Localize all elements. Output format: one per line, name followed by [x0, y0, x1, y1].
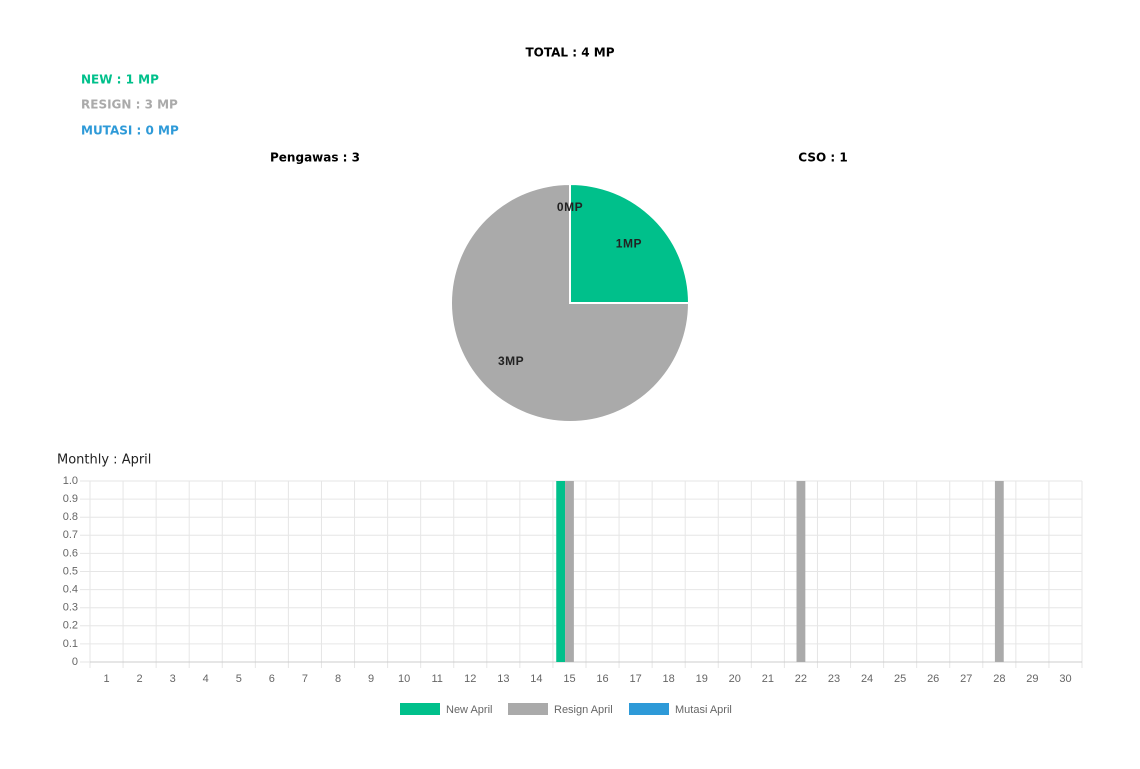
y-tick-label: 0.6 [63, 547, 78, 559]
group-label: Pengawas : 3 [270, 151, 360, 165]
slice-label: 1MP [616, 236, 642, 250]
x-tick-label: 28 [993, 673, 1005, 685]
mutasi-label: MUTASI : 0 MP [81, 124, 179, 138]
x-tick-label: 29 [1026, 673, 1038, 685]
y-tick-label: 0.2 [63, 620, 78, 632]
y-tick-label: 0.5 [63, 565, 78, 577]
legend-label: Mutasi April [675, 704, 732, 716]
slice-label: 0MP [557, 200, 583, 214]
x-tick-label: 27 [960, 673, 972, 685]
x-tick-label: 2 [137, 673, 143, 685]
x-tick-label: 22 [795, 673, 807, 685]
total-label: TOTAL : 4 MP [526, 46, 615, 60]
y-tick-label: 0.1 [63, 638, 78, 650]
y-tick-label: 0.8 [63, 511, 78, 523]
y-tick-label: 0.7 [63, 529, 78, 541]
x-tick-label: 20 [729, 673, 741, 685]
pie-slice [450, 182, 691, 423]
slice-label: 3MP [498, 354, 524, 368]
y-tick-label: 0.4 [63, 584, 78, 596]
x-tick-label: 23 [828, 673, 840, 685]
x-tick-label: 6 [269, 673, 275, 685]
x-tick-label: 15 [563, 673, 575, 685]
bar [796, 481, 806, 662]
bar [565, 481, 574, 662]
x-tick-label: 16 [596, 673, 608, 685]
x-tick-label: 9 [368, 673, 374, 685]
y-tick-label: 0.9 [63, 493, 78, 505]
bar [994, 481, 1004, 662]
group-label: CSO : 1 [798, 151, 847, 165]
legend-label: New April [446, 704, 492, 716]
x-tick-label: 17 [629, 673, 641, 685]
x-tick-label: 3 [170, 673, 176, 685]
chart-title: Monthly : April [57, 453, 151, 468]
x-tick-label: 21 [762, 673, 774, 685]
y-tick-label: 0.3 [63, 602, 78, 614]
pie-slice [569, 182, 691, 304]
legend-swatch [508, 703, 548, 715]
x-tick-label: 4 [203, 673, 209, 685]
x-tick-label: 19 [696, 673, 708, 685]
legend-swatch [400, 703, 440, 715]
x-tick-label: 5 [236, 673, 242, 685]
x-tick-label: 12 [464, 673, 476, 685]
y-tick-label: 0 [72, 656, 78, 668]
legend-swatch [629, 703, 669, 715]
x-tick-label: 13 [497, 673, 509, 685]
bar [556, 481, 566, 662]
x-tick-label: 11 [431, 673, 442, 685]
x-tick-label: 18 [663, 673, 675, 685]
y-tick-label: 1.0 [63, 475, 78, 487]
x-tick-label: 7 [302, 673, 308, 685]
x-tick-label: 24 [861, 673, 873, 685]
x-tick-label: 26 [927, 673, 939, 685]
x-tick-label: 8 [335, 673, 341, 685]
x-tick-label: 25 [894, 673, 906, 685]
x-tick-label: 14 [530, 673, 542, 685]
x-tick-label: 1 [103, 673, 109, 685]
new-label: NEW : 1 MP [81, 73, 159, 87]
resign-label: RESIGN : 3 MP [81, 98, 178, 112]
x-tick-label: 10 [398, 673, 410, 685]
legend-label: Resign April [554, 704, 613, 716]
x-tick-label: 30 [1059, 673, 1071, 685]
